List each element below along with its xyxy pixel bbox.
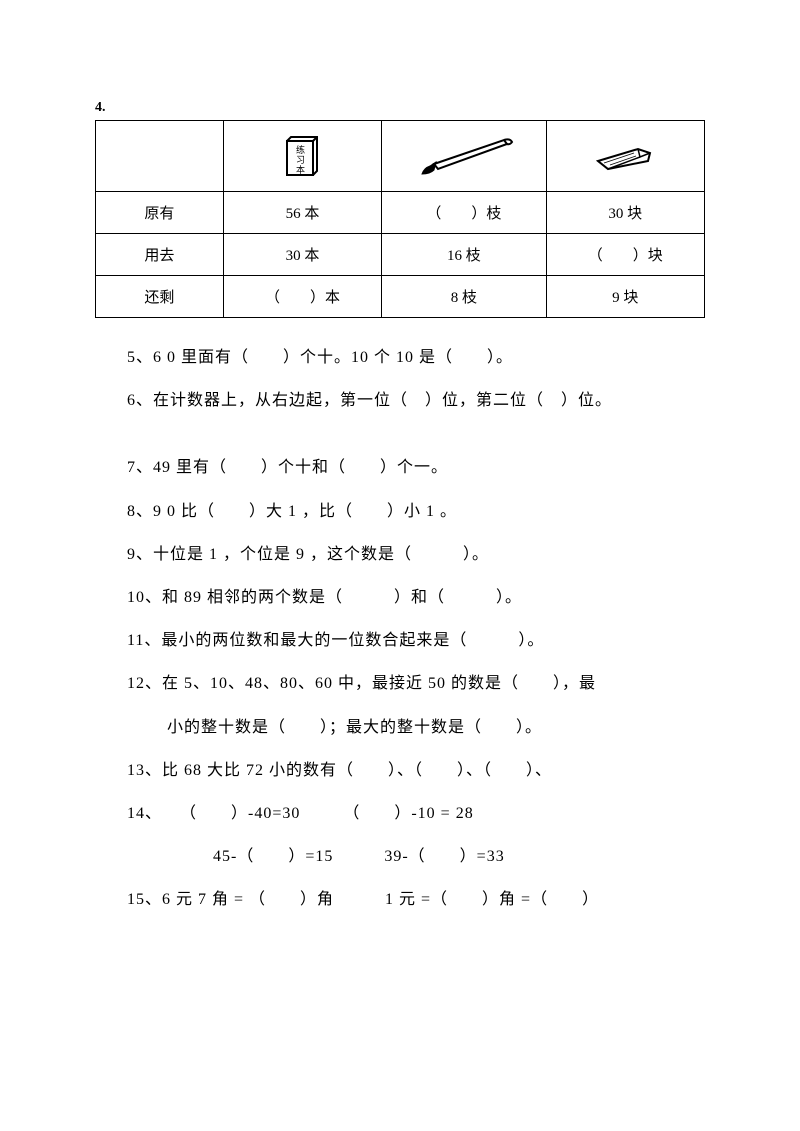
question-9: 9、十位是 1 ，个位是 9 ，这个数是（ ）。 (95, 533, 705, 576)
row-header-1: 原有 (96, 192, 224, 234)
eraser-icon (546, 121, 704, 192)
table-row: 原有 56 本 （ ）枝 30 块 (96, 192, 705, 234)
cell: 30 块 (546, 192, 704, 234)
cell: 56 本 (223, 192, 381, 234)
svg-text:习: 习 (296, 155, 305, 165)
question-15: 15、6 元 7 角 = （ ）角 1 元 =（ ）角 =（ ） (95, 878, 705, 921)
question-10: 10、和 89 相邻的两个数是（ ）和（ ）。 (95, 576, 705, 619)
cell: （ ）枝 (382, 192, 546, 234)
question-11: 11、最小的两位数和最大的一位数合起来是（ ）。 (95, 619, 705, 662)
row-header-3: 还剩 (96, 276, 224, 318)
brush-icon (382, 121, 546, 192)
notebook-icon: 练 习 本 (223, 121, 381, 192)
cell: （ ）本 (223, 276, 381, 318)
cell: 30 本 (223, 234, 381, 276)
question-5: 5、6 0 里面有（ ）个十。10 个 10 是（ ）。 (95, 336, 705, 379)
svg-text:本: 本 (296, 164, 305, 175)
question-13: 13、比 68 大比 72 小的数有（ ）、（ ）、（ ）、 (95, 749, 705, 792)
cell: （ ）块 (546, 234, 704, 276)
cell: 16 枝 (382, 234, 546, 276)
table-header-row: 练 习 本 (96, 121, 705, 192)
row-header-2: 用去 (96, 234, 224, 276)
question-14b: 45-（ ）=15 39-（ ）=33 (95, 835, 705, 878)
question-14a: 14、 （ ）-40=30 （ ）-10 = 28 (95, 792, 705, 835)
question-7: 7、49 里有（ ）个十和（ ）个一。 (95, 446, 705, 489)
header-empty (96, 121, 224, 192)
question-12b: 小的整十数是（ ）；最大的整十数是（ ）。 (95, 706, 705, 749)
question-8: 8、9 0 比（ ）大 1 ，比（ ）小 1 。 (95, 490, 705, 533)
question-6: 6、在计数器上，从右边起，第一位（ ）位，第二位（ ）位。 (95, 379, 705, 422)
q4-table: 练 习 本 原有 56 本 （ ）枝 30 块 用去 (95, 120, 705, 318)
table-row: 用去 30 本 16 枝 （ ）块 (96, 234, 705, 276)
svg-text:练: 练 (296, 144, 305, 155)
table-row: 还剩 （ ）本 8 枝 9 块 (96, 276, 705, 318)
question-12a: 12、在 5、10、48、80、60 中，最接近 50 的数是（ ），最 (95, 662, 705, 705)
q4-label: 4. (95, 100, 705, 116)
cell: 8 枝 (382, 276, 546, 318)
cell: 9 块 (546, 276, 704, 318)
